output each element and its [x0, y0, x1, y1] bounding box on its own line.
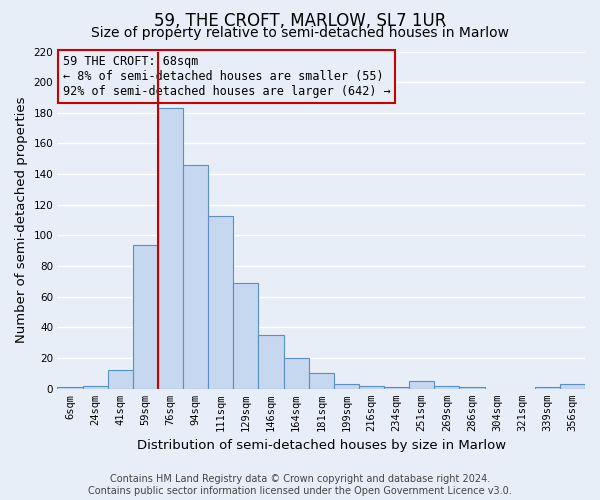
Bar [108, 370, 133, 389]
Bar [133, 244, 158, 389]
Bar [83, 386, 108, 389]
Bar [233, 283, 259, 389]
Bar [58, 388, 83, 389]
Bar [334, 384, 359, 389]
Bar [535, 388, 560, 389]
Bar [460, 388, 485, 389]
Bar [409, 381, 434, 389]
Bar [284, 358, 308, 389]
Text: 59, THE CROFT, MARLOW, SL7 1UR: 59, THE CROFT, MARLOW, SL7 1UR [154, 12, 446, 30]
Bar [259, 335, 284, 389]
Bar [384, 388, 409, 389]
Text: 59 THE CROFT: 68sqm
← 8% of semi-detached houses are smaller (55)
92% of semi-de: 59 THE CROFT: 68sqm ← 8% of semi-detache… [63, 55, 391, 98]
Bar [183, 165, 208, 389]
Bar [158, 108, 183, 389]
Bar [434, 386, 460, 389]
Text: Size of property relative to semi-detached houses in Marlow: Size of property relative to semi-detach… [91, 26, 509, 40]
Bar [359, 386, 384, 389]
Y-axis label: Number of semi-detached properties: Number of semi-detached properties [15, 97, 28, 344]
Text: Contains HM Land Registry data © Crown copyright and database right 2024.
Contai: Contains HM Land Registry data © Crown c… [88, 474, 512, 496]
Bar [308, 374, 334, 389]
Bar [560, 384, 585, 389]
X-axis label: Distribution of semi-detached houses by size in Marlow: Distribution of semi-detached houses by … [137, 440, 506, 452]
Bar [208, 216, 233, 389]
